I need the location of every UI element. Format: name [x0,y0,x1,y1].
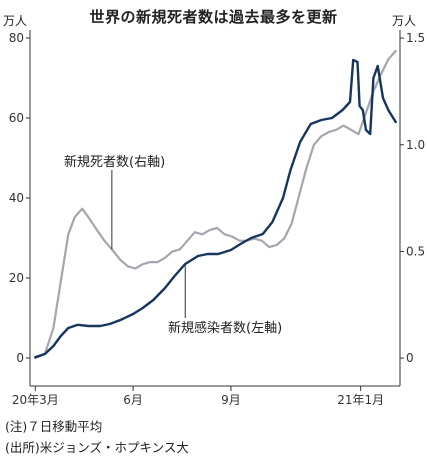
series-line-deaths [34,49,397,360]
left-tick-label: 0 [16,351,24,365]
x-tick-label: 6月 [123,393,143,407]
right-axis-unit: 万人 [392,14,417,28]
right-tick-label: 0.5 [406,244,425,258]
right-tick-label: 1.0 [406,138,425,152]
source-note: (出所)米ジョンズ・ホプキンス大 [5,440,189,455]
chart-lines [34,49,397,360]
annotation-cases-label: 新規感染者数(左軸) [168,320,282,336]
left-tick-label: 60 [9,111,24,125]
left-tick-label: 20 [9,271,24,285]
left-tick-label: 40 [9,191,24,205]
footnote: (注)７日移動平均 [5,419,103,434]
annotation-deaths-label: 新規死者数(右軸) [64,154,165,170]
right-tick-label: 0 [406,351,414,365]
x-tick-label: 21年1月 [337,393,384,407]
right-tick-label: 1.5 [406,31,425,45]
left-tick-label: 80 [9,31,24,45]
left-axis-unit: 万人 [3,14,28,28]
chart-title: 世界の新規死者数は過去最多を更新 [89,8,338,26]
x-tick-label: 20年3月 [12,393,59,407]
chart-annotations: 新規死者数(右軸) 新規感染者数(左軸) [64,154,282,336]
chart-axes: 0 20 40 60 80 0 0.5 1.0 1.5 20年3月 6月 9月 21年1月 [9,30,425,407]
series-line-cases [34,58,397,359]
x-tick-label: 9月 [221,393,241,407]
